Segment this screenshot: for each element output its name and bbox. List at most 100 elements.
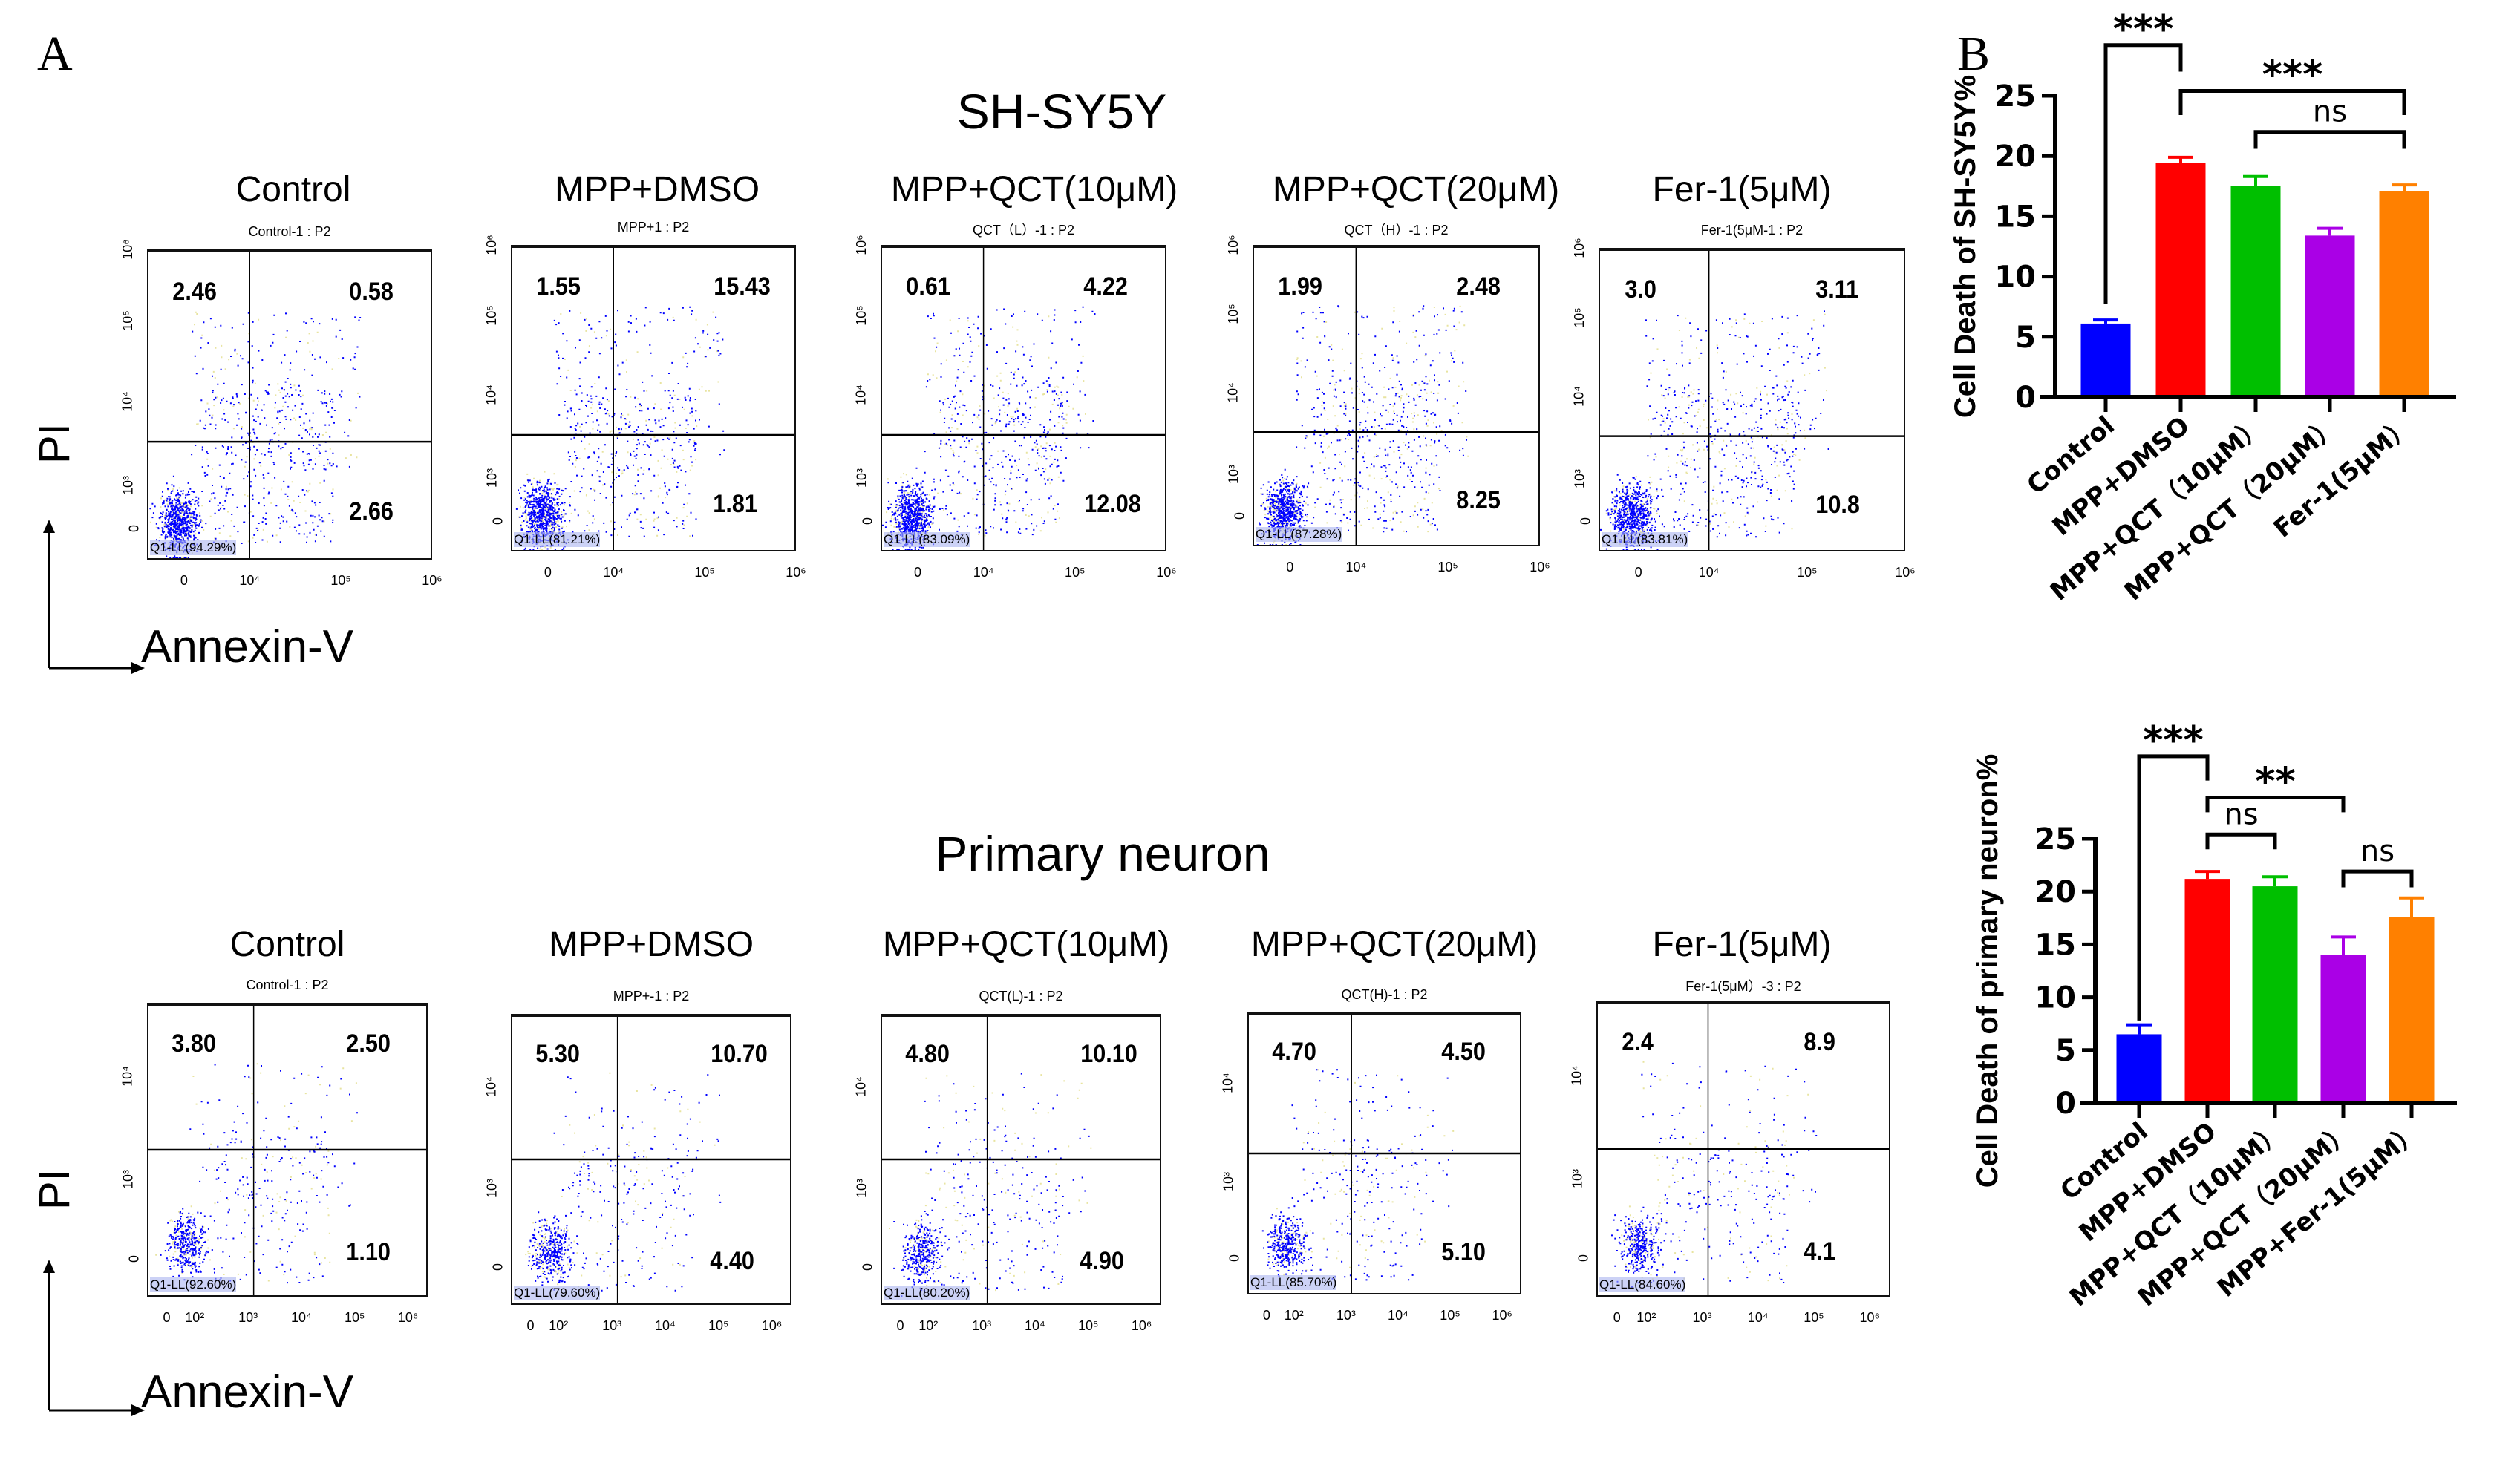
- y-tick-label: 10⁶: [1571, 238, 1587, 258]
- axis-arrows: [43, 520, 145, 1416]
- y-tick-label: 10³: [1226, 464, 1241, 484]
- y-tick-label: 10⁴: [483, 1076, 499, 1097]
- plot-frame: [511, 1014, 791, 1305]
- scatter-dots: [1247, 1012, 1521, 1294]
- plot-title: Control-1 : P2: [246, 978, 329, 992]
- scatter-dots: [511, 245, 796, 551]
- flow-cytometry-plot: Fer-1(5μM）-3 : P2 2.4 8.9 4.1 Q1-LL(84.60%) 0…: [1570, 979, 1890, 1325]
- x-tick-label: 10⁵: [1437, 560, 1458, 574]
- y-tick-label: 10³: [1572, 468, 1587, 488]
- flow-cytometry-plot: QCT(L)-1 : P2 4.80 10.10 4.90 Q1-LL(80.20%) 0…: [854, 989, 1161, 1333]
- significance-label: ***: [2143, 718, 2204, 763]
- quadrant-ll-label: Q1-LL(83.81%): [1602, 532, 1688, 547]
- quadrant-ll-label: Q1-LL(92.60%): [150, 1277, 237, 1292]
- y-tick-label: 10³: [120, 475, 136, 495]
- x-tick-label: 10⁴: [1747, 1310, 1769, 1325]
- condition-label: Control: [235, 170, 351, 209]
- scatter-dots: [147, 249, 432, 560]
- quadrant-ll-label: Q1-LL(79.60%): [514, 1286, 601, 1300]
- bar: [2116, 1034, 2162, 1101]
- x-tick-label: 10⁴: [239, 573, 261, 588]
- x-tick-label: 0: [1634, 565, 1642, 580]
- y-tick-label: 10⁵: [1225, 304, 1241, 325]
- quadrant-ul-value: 5.30: [535, 1040, 581, 1069]
- cell-events: [527, 1074, 722, 1292]
- x-tick-label: 10⁶: [1530, 560, 1550, 574]
- y-tick-label: 10⁵: [120, 310, 135, 331]
- x-tick-label: 10²: [185, 1310, 205, 1325]
- y-tick-label: 5: [2015, 321, 2036, 355]
- x-tick-label: 0: [1262, 1308, 1270, 1323]
- quadrant-lr-value: 1.10: [345, 1237, 391, 1266]
- scatter-dots: [511, 1014, 791, 1305]
- quadrant-ll-label: Q1-LL(85.70%): [1250, 1275, 1337, 1290]
- y-tick-label: 0: [860, 517, 875, 525]
- quadrant-ur-value: 2.48: [1456, 272, 1501, 301]
- flow-cytometry-plot: MPP+-1 : P2 5.30 10.70 4.40 Q1-LL(79.60%) 0 10…: [484, 989, 791, 1333]
- x-tick-label: 10⁶: [761, 1318, 783, 1333]
- x-tick-label: 10⁵: [1440, 1308, 1460, 1323]
- significance-bracket: [2341, 869, 2414, 888]
- significance-bracket: [2103, 43, 2183, 304]
- cell-events-faint: [518, 311, 724, 551]
- bar: [2230, 186, 2281, 396]
- condition-label: MPP+QCT(20μM): [1272, 170, 1560, 209]
- x-tick-label: 0: [544, 565, 552, 580]
- plot-frame: [881, 1014, 1161, 1305]
- bar: [2184, 879, 2230, 1101]
- significance-bracket: [2253, 130, 2406, 149]
- quadrant-ll-label: Q1-LL(80.20%): [884, 1286, 970, 1300]
- y-tick-label: 10⁴: [1571, 386, 1587, 407]
- quadrant-ur-value: 3.11: [1815, 275, 1859, 304]
- quadrant-ll-label: Q1-LL(83.09%): [884, 532, 970, 547]
- quadrant-lr-value: 5.10: [1441, 1238, 1486, 1266]
- quadrant-lr-value: 8.25: [1456, 485, 1501, 514]
- x-tick-label: 10³: [972, 1318, 992, 1333]
- significance-label: ***: [2113, 7, 2174, 52]
- annexin-axis-label-row1: Annexin-V: [141, 621, 354, 672]
- y-tick-label: 10⁶: [483, 235, 499, 255]
- x-tick-label: 0: [1286, 560, 1294, 574]
- annexin-axis-label-row2: Annexin-V: [141, 1366, 354, 1418]
- quadrant-ul-value: 0.61: [906, 272, 950, 301]
- flow-cytometry-plot: QCT（L）-1 : P2 0.61 4.22 12.08 Q1-LL(83.09%) 0…: [854, 223, 1177, 580]
- plot-frame: [147, 249, 432, 560]
- quadrant-ul-value: 3.0: [1625, 275, 1656, 304]
- arrow-row2: [43, 1260, 145, 1416]
- x-tick-label: 0: [163, 1310, 171, 1325]
- cell-events: [160, 1064, 358, 1284]
- y-tick-label: 10⁴: [120, 1066, 135, 1087]
- y-tick-label: 10⁶: [1225, 235, 1241, 255]
- condition-label: Fer-1(5μM): [1652, 170, 1832, 209]
- plot-title: QCT（H）-1 : P2: [1344, 223, 1449, 238]
- quadrant-ll-label: Q1-LL(94.29%): [150, 540, 237, 555]
- y-tick-label: 0: [2015, 381, 2036, 415]
- y-tick-label: 10: [1994, 261, 2036, 295]
- bar: [2389, 917, 2435, 1101]
- quadrant-ul-value: 4.80: [905, 1040, 950, 1069]
- plot-title: Control-1 : P2: [248, 224, 331, 239]
- y-tick-label: 10⁵: [483, 305, 499, 326]
- x-tick-label: 10²: [549, 1318, 569, 1333]
- quadrant-ul-value: 1.99: [1278, 272, 1322, 301]
- y-tick-label: 10⁴: [1225, 382, 1241, 403]
- y-tick-label: 20: [2034, 875, 2076, 909]
- y-tick-label: 10⁴: [1220, 1073, 1235, 1093]
- y-tick-label: 10³: [1570, 1168, 1585, 1188]
- cell-events: [149, 312, 362, 559]
- significance-label: ***: [2262, 53, 2323, 98]
- flow-cytometry-plot: QCT(H)-1 : P2 4.70 4.50 5.10 Q1-LL(85.70%) 0 1…: [1221, 987, 1521, 1323]
- plot-frame: [1247, 1012, 1521, 1294]
- bar: [2252, 886, 2298, 1101]
- condition-label: MPP+QCT(10μM): [890, 170, 1178, 209]
- x-tick-label: 10⁴: [291, 1310, 312, 1325]
- plot-title: QCT(L)-1 : P2: [979, 989, 1063, 1004]
- plot-frame: [1596, 1001, 1890, 1297]
- quadrant-ur-value: 10.10: [1080, 1040, 1137, 1069]
- y-tick-label: 10³: [1221, 1171, 1236, 1192]
- flow-cytometry-plot: Fer-1(5μM-1 : P2 3.0 3.11 10.8 Q1-LL(83.81%)…: [1572, 223, 1916, 580]
- significance-bracket: [2178, 89, 2406, 115]
- cell-events: [515, 306, 725, 551]
- y-tick-label: 0: [1576, 1254, 1591, 1263]
- quadrant-ll-label: Q1-LL(87.28%): [1256, 527, 1342, 542]
